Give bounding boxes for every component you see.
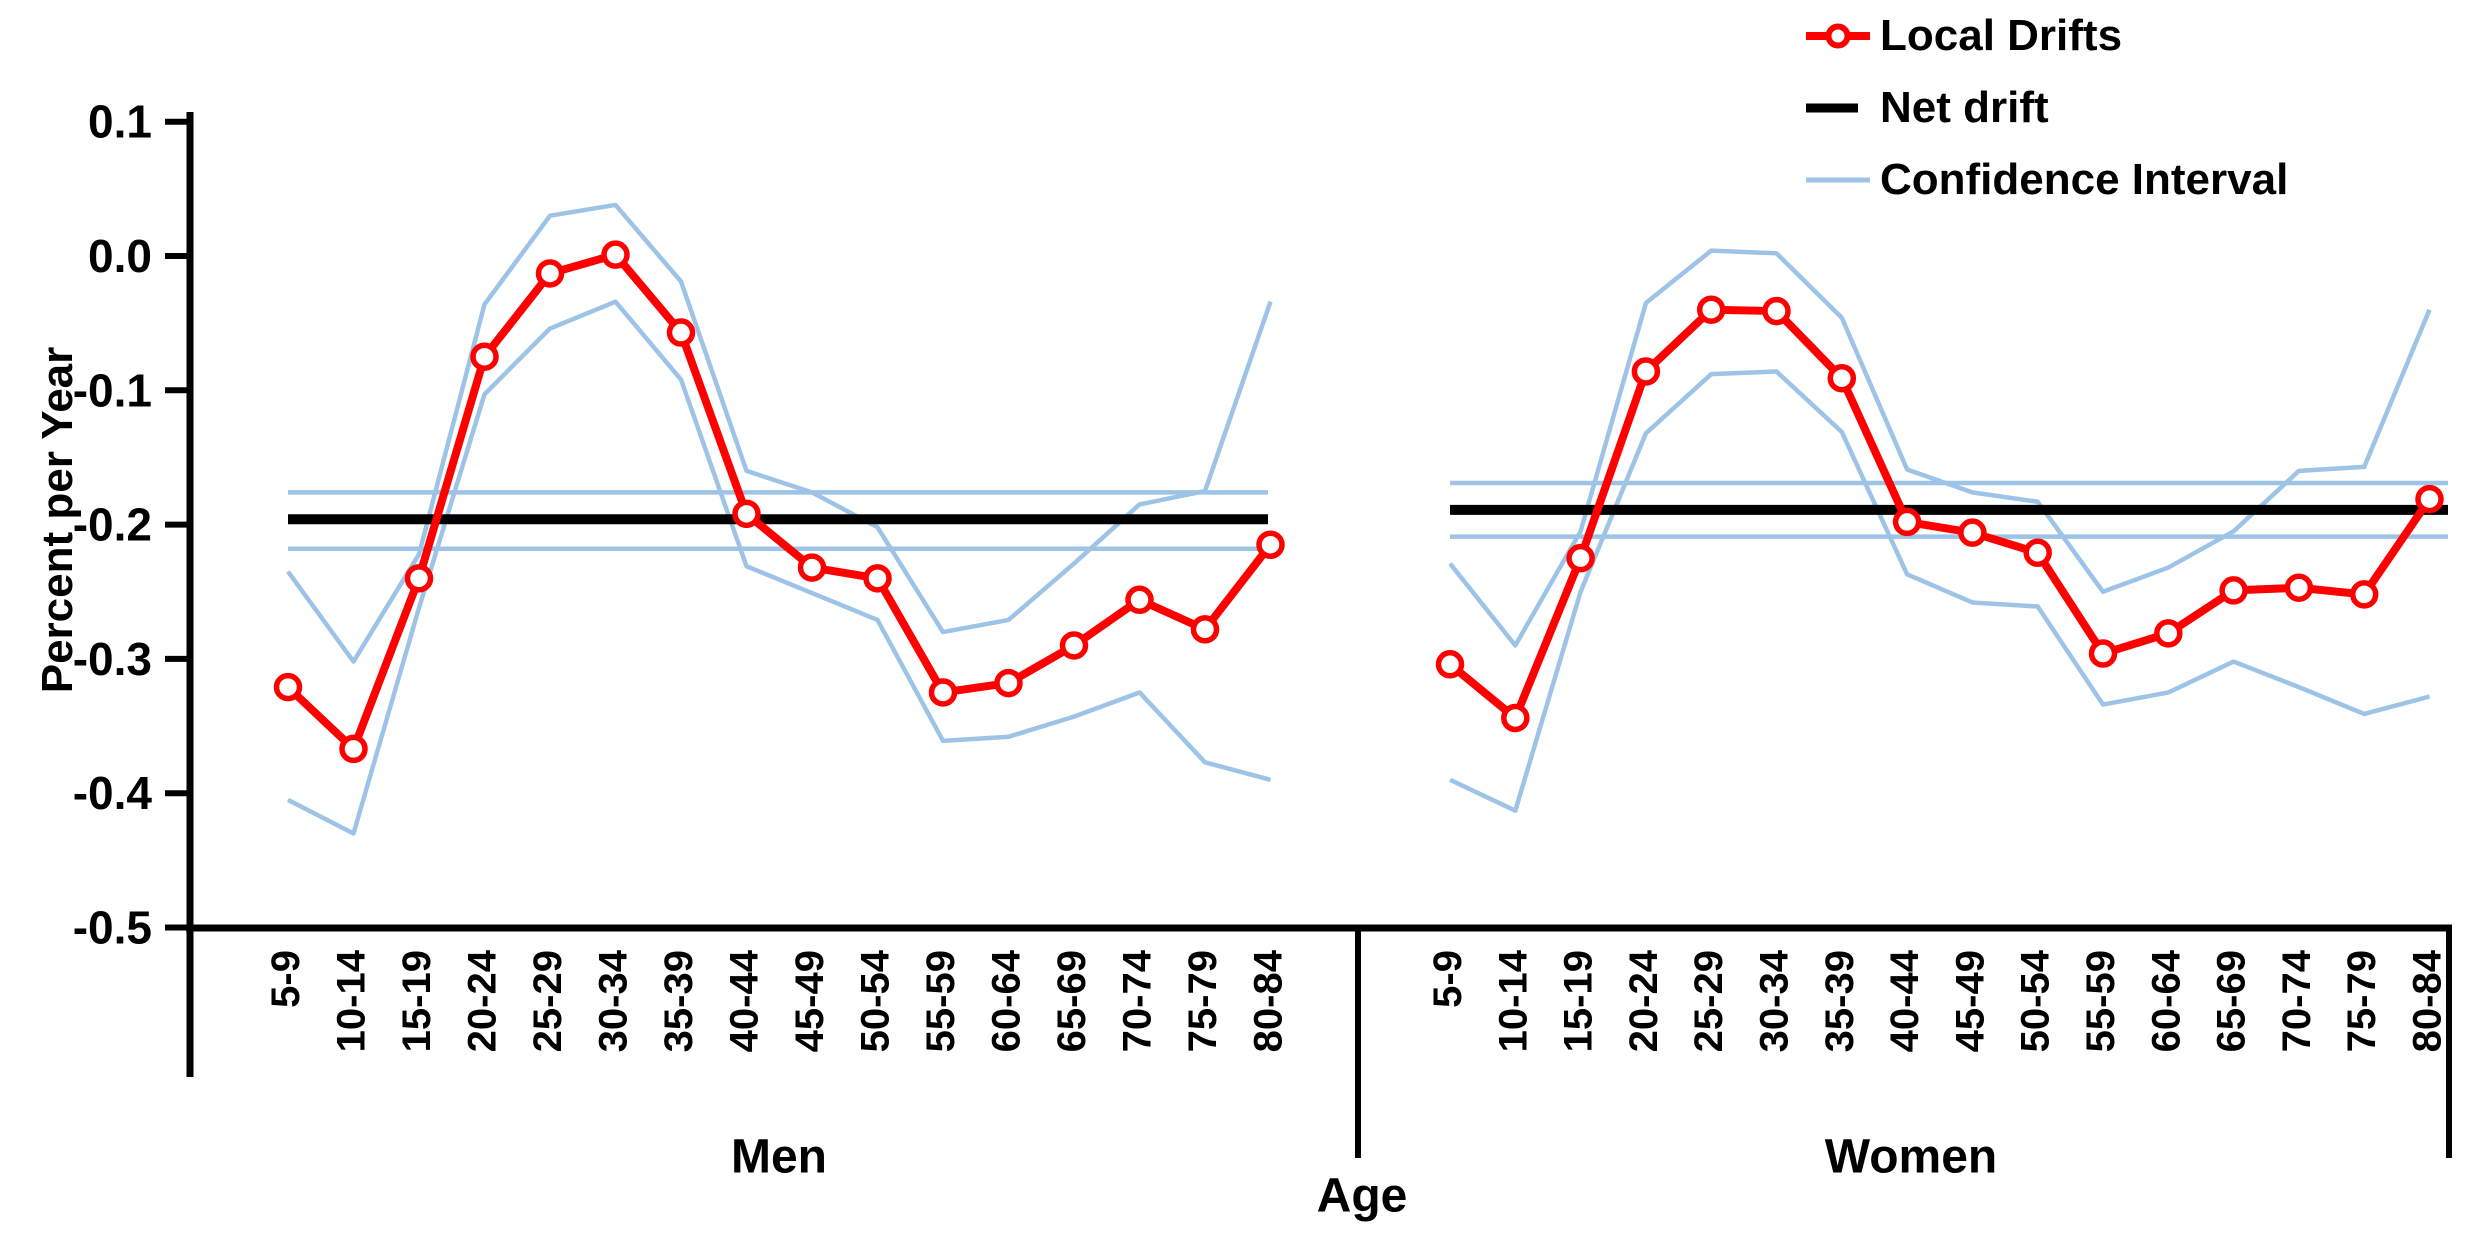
men-x-tick-label-50-54: 50-54 — [854, 949, 898, 1052]
y-tick-label-0.1: 0.1 — [88, 96, 152, 148]
men-local-drifts-line — [284, 250, 1275, 753]
y-tick-label--0.5: -0.5 — [73, 902, 152, 954]
y-tick-label-0.0: 0.0 — [88, 230, 152, 282]
men-marker-20-24 — [470, 342, 499, 371]
net-drift-swatch-icon — [1806, 78, 1870, 138]
men-marker-30-34 — [601, 240, 630, 269]
women-marker-35-39 — [1827, 363, 1857, 393]
legend-item-confidence-interval: Confidence Interval — [1806, 150, 2288, 210]
women-marker-15-19 — [1566, 543, 1595, 573]
women-x-tick-label-10-14: 10-14 — [1491, 949, 1535, 1052]
women-x-tick-label-40-44: 40-44 — [1883, 949, 1927, 1052]
women-marker-5-9 — [1435, 650, 1465, 679]
women-x-tick-label-55-59: 55-59 — [2079, 950, 2123, 1052]
women-local-drifts-line — [1446, 305, 2434, 722]
men-marker-60-64 — [994, 668, 1023, 698]
blue-line-icon — [1806, 177, 1870, 183]
x-axis-title: Age — [1316, 1169, 1408, 1223]
men-x-tick-label-20-24: 20-24 — [461, 949, 505, 1052]
men-x-tick-label-55-59: 55-59 — [919, 950, 963, 1052]
men-marker-75-79 — [1190, 615, 1220, 644]
legend: Local Drifts Net drift Confidence Interv… — [1806, 6, 2288, 210]
panel-label-men: Men — [731, 1130, 827, 1184]
men-marker-55-59 — [928, 678, 958, 707]
y-tick-label--0.4: -0.4 — [73, 767, 153, 819]
confidence-interval-swatch-icon — [1806, 150, 1870, 210]
men-x-tick-label-15-19: 15-19 — [395, 950, 439, 1052]
men-marker-10-14 — [339, 734, 368, 764]
women-marker-80-84 — [2415, 484, 2444, 514]
black-line-icon — [1806, 103, 1858, 113]
women-x-tick-label-50-54: 50-54 — [2014, 949, 2058, 1052]
women-x-tick-label-70-74: 70-74 — [2275, 949, 2319, 1052]
men-ci-upper-line — [286, 202, 1273, 664]
legend-item-local-drifts: Local Drifts — [1806, 6, 2288, 66]
y-tick-label--0.3: -0.3 — [73, 633, 152, 685]
women-x-tick-label-75-79: 75-79 — [2340, 950, 2384, 1052]
women-marker-60-64 — [2154, 619, 2183, 648]
men-x-tick-label-10-14: 10-14 — [330, 949, 374, 1052]
women-marker-50-54 — [2023, 538, 2052, 568]
women-x-tick-label-35-39: 35-39 — [1818, 950, 1862, 1052]
men-x-tick-label-5-9: 5-9 — [264, 950, 308, 1008]
men-ci-lower-line — [286, 299, 1272, 836]
y-axis-title: Percent per Year — [33, 346, 82, 694]
women-x-tick-label-65-69: 65-69 — [2210, 950, 2254, 1052]
men-marker-65-69 — [1059, 631, 1089, 660]
men-marker-40-44 — [732, 499, 761, 529]
y-tick-label--0.1: -0.1 — [73, 364, 152, 416]
women-marker-45-49 — [1958, 518, 1987, 547]
men-x-tick-label-30-34: 30-34 — [592, 949, 636, 1052]
men-marker-15-19 — [404, 564, 434, 593]
legend-item-net-drift: Net drift — [1806, 78, 2288, 138]
women-x-tick-label-25-29: 25-29 — [1687, 950, 1731, 1052]
women-x-tick-label-15-19: 15-19 — [1557, 950, 1601, 1052]
women-x-tick-label-60-64: 60-64 — [2144, 949, 2188, 1052]
men-x-tick-label-60-64: 60-64 — [985, 949, 1029, 1052]
men-marker-35-39 — [666, 318, 696, 347]
women-marker-75-79 — [2349, 580, 2379, 609]
women-marker-10-14 — [1501, 703, 1530, 733]
men-x-tick-label-70-74: 70-74 — [1116, 949, 1160, 1052]
men-marker-80-84 — [1256, 530, 1285, 559]
women-x-tick-label-5-9: 5-9 — [1426, 950, 1470, 1008]
men-marker-50-54 — [863, 564, 892, 593]
women-marker-40-44 — [1892, 507, 1922, 537]
men-marker-25-29 — [535, 259, 565, 288]
men-marker-5-9 — [273, 672, 303, 702]
women-marker-20-24 — [1631, 357, 1661, 386]
women-x-tick-label-45-49: 45-49 — [1948, 950, 1992, 1052]
panel-label-women: Women — [1824, 1130, 1998, 1184]
y-tick-label--0.2: -0.2 — [73, 499, 152, 551]
legend-label-confidence-interval: Confidence Interval — [1880, 155, 2289, 204]
local-drifts-swatch-icon — [1806, 6, 1870, 66]
women-marker-65-69 — [2219, 576, 2248, 605]
men-x-tick-label-40-44: 40-44 — [723, 949, 767, 1052]
legend-label-net-drift: Net drift — [1880, 83, 2049, 132]
women-marker-70-74 — [2284, 573, 2314, 602]
men-x-tick-label-65-69: 65-69 — [1050, 950, 1094, 1052]
men-marker-70-74 — [1125, 585, 1154, 615]
women-x-tick-label-20-24: 20-24 — [1622, 949, 1666, 1052]
men-x-tick-label-35-39: 35-39 — [657, 950, 701, 1052]
circle-marker-icon — [1825, 23, 1851, 49]
men-x-tick-label-25-29: 25-29 — [526, 950, 570, 1052]
women-x-tick-label-80-84: 80-84 — [2406, 949, 2450, 1052]
women-marker-55-59 — [2088, 639, 2118, 668]
women-marker-25-29 — [1696, 295, 1726, 324]
men-x-tick-label-45-49: 45-49 — [788, 950, 832, 1052]
men-x-tick-label-80-84: 80-84 — [1247, 949, 1291, 1052]
legend-label-local-drifts: Local Drifts — [1880, 11, 2123, 60]
men-x-tick-label-75-79: 75-79 — [1181, 950, 1225, 1052]
women-x-tick-label-30-34: 30-34 — [1753, 949, 1797, 1052]
women-marker-30-34 — [1762, 296, 1791, 326]
men-marker-45-49 — [797, 553, 827, 582]
